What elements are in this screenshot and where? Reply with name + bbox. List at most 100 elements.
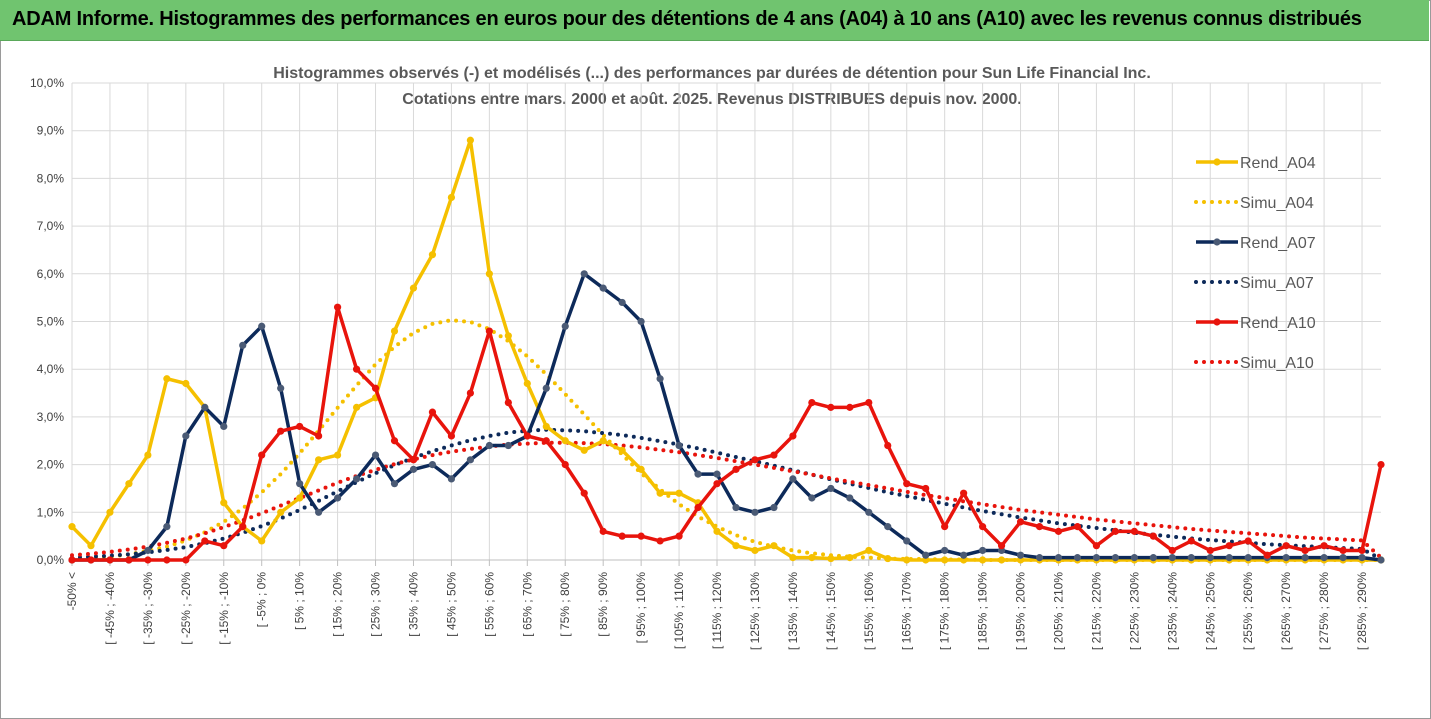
legend-item-Simu_A04: Simu_A04 [1194, 195, 1314, 212]
data-point [1035, 554, 1044, 562]
data-point [1054, 527, 1063, 535]
chart-legend: Rend_A04 Simu_A04 Rend_A07 Simu_A07 Rend_A10… [1194, 155, 1316, 372]
data-point [277, 427, 285, 435]
series-line [70, 440, 1383, 560]
data-point [315, 432, 323, 440]
data-point [277, 384, 285, 392]
x-tick-label: [ 115% ; 120% [710, 572, 724, 649]
x-tick-label: [ 235% ; 240% [1165, 572, 1179, 650]
data-point [352, 475, 361, 483]
data-point [106, 556, 114, 564]
series-Simu_A10 [70, 440, 1383, 560]
x-tick-label: [ 265% ; 270% [1279, 572, 1293, 650]
data-point [884, 554, 892, 563]
data-point [447, 432, 456, 440]
x-tick-label: [ 155% ; 160% [862, 572, 876, 650]
x-tick-label: [ 45% ; 50% [444, 572, 458, 637]
data-point [865, 398, 873, 407]
x-tick-label: [ 165% ; 170% [900, 572, 914, 650]
series-line [70, 427, 1383, 561]
data-point [1206, 554, 1214, 562]
data-point [960, 489, 968, 497]
data-point [960, 551, 968, 559]
data-point [941, 556, 949, 564]
data-point [182, 379, 190, 388]
data-point [163, 375, 171, 383]
x-tick-label: -50% < [65, 572, 79, 610]
data-point [884, 441, 892, 450]
data-point [713, 470, 721, 478]
data-point [1244, 554, 1252, 562]
data-point [846, 554, 854, 562]
data-point [922, 551, 930, 559]
data-point [713, 480, 721, 488]
data-point [732, 503, 740, 512]
report-title: ADAM Informe. Histogrammes des performan… [12, 8, 1362, 30]
x-tick-label: [ 145% ; 150% [824, 572, 838, 650]
series-layer [68, 136, 1385, 564]
data-point [258, 537, 266, 545]
data-point [827, 554, 835, 563]
data-point [827, 484, 835, 493]
report-banner: ADAM Informe. Histogrammes des performan… [0, 0, 1429, 41]
data-point [125, 480, 133, 488]
data-point [789, 475, 797, 483]
x-tick-label: [ 75% ; 80% [558, 572, 572, 637]
data-point [1149, 554, 1157, 562]
data-point [580, 270, 588, 278]
data-point [87, 556, 95, 564]
y-tick-label: 10,0% [30, 76, 64, 90]
data-point [144, 451, 152, 459]
data-point [542, 384, 550, 392]
data-point [846, 403, 854, 411]
data-point [447, 475, 456, 483]
data-point [87, 542, 95, 550]
legend-item-Simu_A10: Simu_A10 [1194, 355, 1314, 372]
data-point [1073, 523, 1082, 531]
data-point [390, 437, 399, 445]
data-point [675, 489, 683, 497]
x-tick-label: [ 55% ; 60% [482, 572, 496, 637]
data-point [125, 556, 133, 564]
legend-label: Rend_A04 [1240, 155, 1316, 172]
x-tick-label: [ 215% ; 220% [1089, 572, 1103, 650]
x-tick-label: [ 175% ; 180% [938, 572, 952, 650]
data-point [1282, 554, 1290, 562]
x-tick-label: [ 245% ; 250% [1203, 572, 1217, 650]
y-tick-label: 3,0% [37, 410, 65, 424]
x-tick-label: [ -45% ; -40% [103, 572, 117, 645]
data-point [1377, 461, 1385, 469]
data-point [1187, 537, 1195, 545]
data-point [637, 317, 645, 326]
x-tick-label: [ 65% ; 70% [520, 572, 534, 637]
x-tick-label: [ 15% ; 20% [331, 572, 345, 637]
data-point [903, 556, 911, 564]
data-point [68, 523, 76, 531]
y-tick-label: 6,0% [37, 267, 65, 281]
data-point [1244, 537, 1252, 545]
data-point [1168, 546, 1176, 555]
data-point [1149, 532, 1157, 540]
data-point [409, 284, 418, 292]
data-point [333, 494, 342, 502]
data-point [979, 556, 987, 564]
data-point [1016, 518, 1025, 526]
data-point [296, 494, 304, 502]
data-point [770, 542, 778, 550]
y-tick-label: 1,0% [37, 505, 65, 519]
x-tick-label: [ 125% ; 130% [748, 572, 762, 650]
data-point [201, 403, 209, 411]
data-point [1225, 554, 1233, 562]
legend-marker [1213, 158, 1221, 166]
y-tick-label: 5,0% [37, 315, 65, 329]
data-point [504, 398, 512, 407]
data-point [599, 284, 607, 292]
series-Rend_A04 [68, 136, 1385, 564]
data-point [523, 379, 531, 388]
data-point [504, 332, 512, 340]
data-point [1339, 546, 1347, 555]
series-Rend_A10 [68, 303, 1385, 564]
data-point [542, 437, 550, 445]
data-point [694, 503, 702, 512]
data-point [713, 527, 721, 535]
